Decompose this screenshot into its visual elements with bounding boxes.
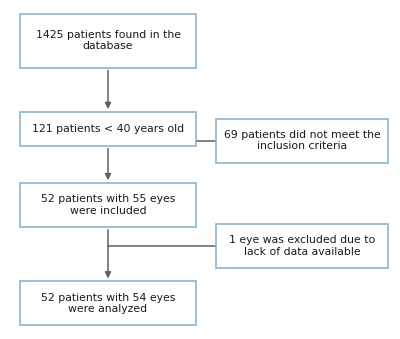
FancyBboxPatch shape <box>20 112 196 146</box>
FancyBboxPatch shape <box>20 14 196 68</box>
Text: 69 patients did not meet the
inclusion criteria: 69 patients did not meet the inclusion c… <box>224 130 380 152</box>
FancyBboxPatch shape <box>216 224 388 268</box>
Text: 52 patients with 55 eyes
were included: 52 patients with 55 eyes were included <box>41 194 175 216</box>
Text: 121 patients < 40 years old: 121 patients < 40 years old <box>32 124 184 134</box>
Text: 1425 patients found in the
database: 1425 patients found in the database <box>36 30 180 52</box>
FancyBboxPatch shape <box>20 281 196 325</box>
FancyBboxPatch shape <box>20 183 196 227</box>
Text: 1 eye was excluded due to
lack of data available: 1 eye was excluded due to lack of data a… <box>229 235 375 257</box>
FancyBboxPatch shape <box>216 119 388 163</box>
Text: 52 patients with 54 eyes
were analyzed: 52 patients with 54 eyes were analyzed <box>41 293 175 314</box>
